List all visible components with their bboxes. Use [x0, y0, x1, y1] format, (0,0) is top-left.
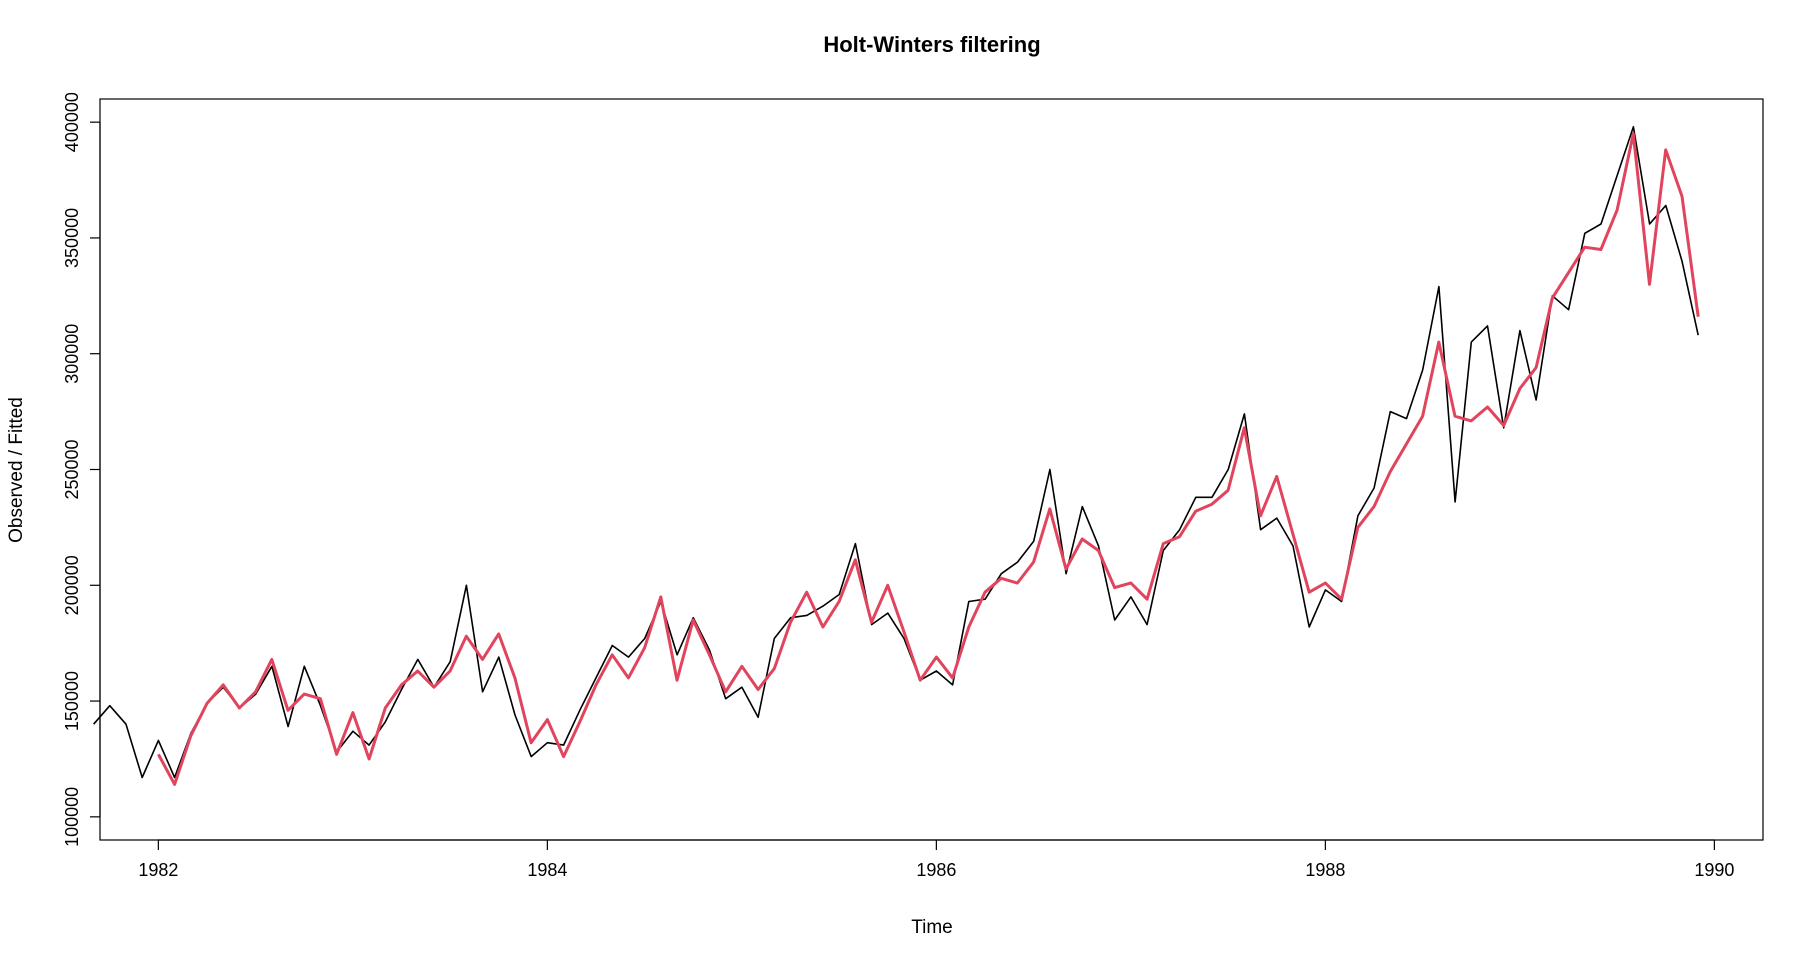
y-tick-label: 350000	[62, 208, 82, 268]
y-tick-label: 100000	[62, 787, 82, 847]
y-axis: 100000 150000 200000 250000 300000 350000 4000…	[62, 92, 101, 847]
y-tick-label: 300000	[62, 324, 82, 384]
x-tick-label: 1990	[1694, 860, 1734, 880]
x-tick-label: 1984	[527, 860, 567, 880]
y-tick-label: 400000	[62, 92, 82, 152]
plot-frame	[99, 98, 1764, 841]
series-layer	[92, 126, 1700, 786]
series-line-fitted	[157, 132, 1700, 786]
x-axis: 1982 1984 1986 1988 1990	[138, 839, 1734, 880]
y-axis-label: Observed / Fitted	[6, 397, 27, 543]
y-tick-label: 250000	[62, 439, 82, 499]
y-tick-label: 150000	[62, 671, 82, 731]
chart-title: Holt-Winters filtering	[823, 32, 1040, 57]
x-tick-label: 1986	[916, 860, 956, 880]
x-tick-label: 1988	[1305, 860, 1345, 880]
y-tick-label: 200000	[62, 555, 82, 615]
series-line-observed	[92, 126, 1699, 779]
x-tick-label: 1982	[138, 860, 178, 880]
x-axis-label: Time	[911, 917, 953, 938]
